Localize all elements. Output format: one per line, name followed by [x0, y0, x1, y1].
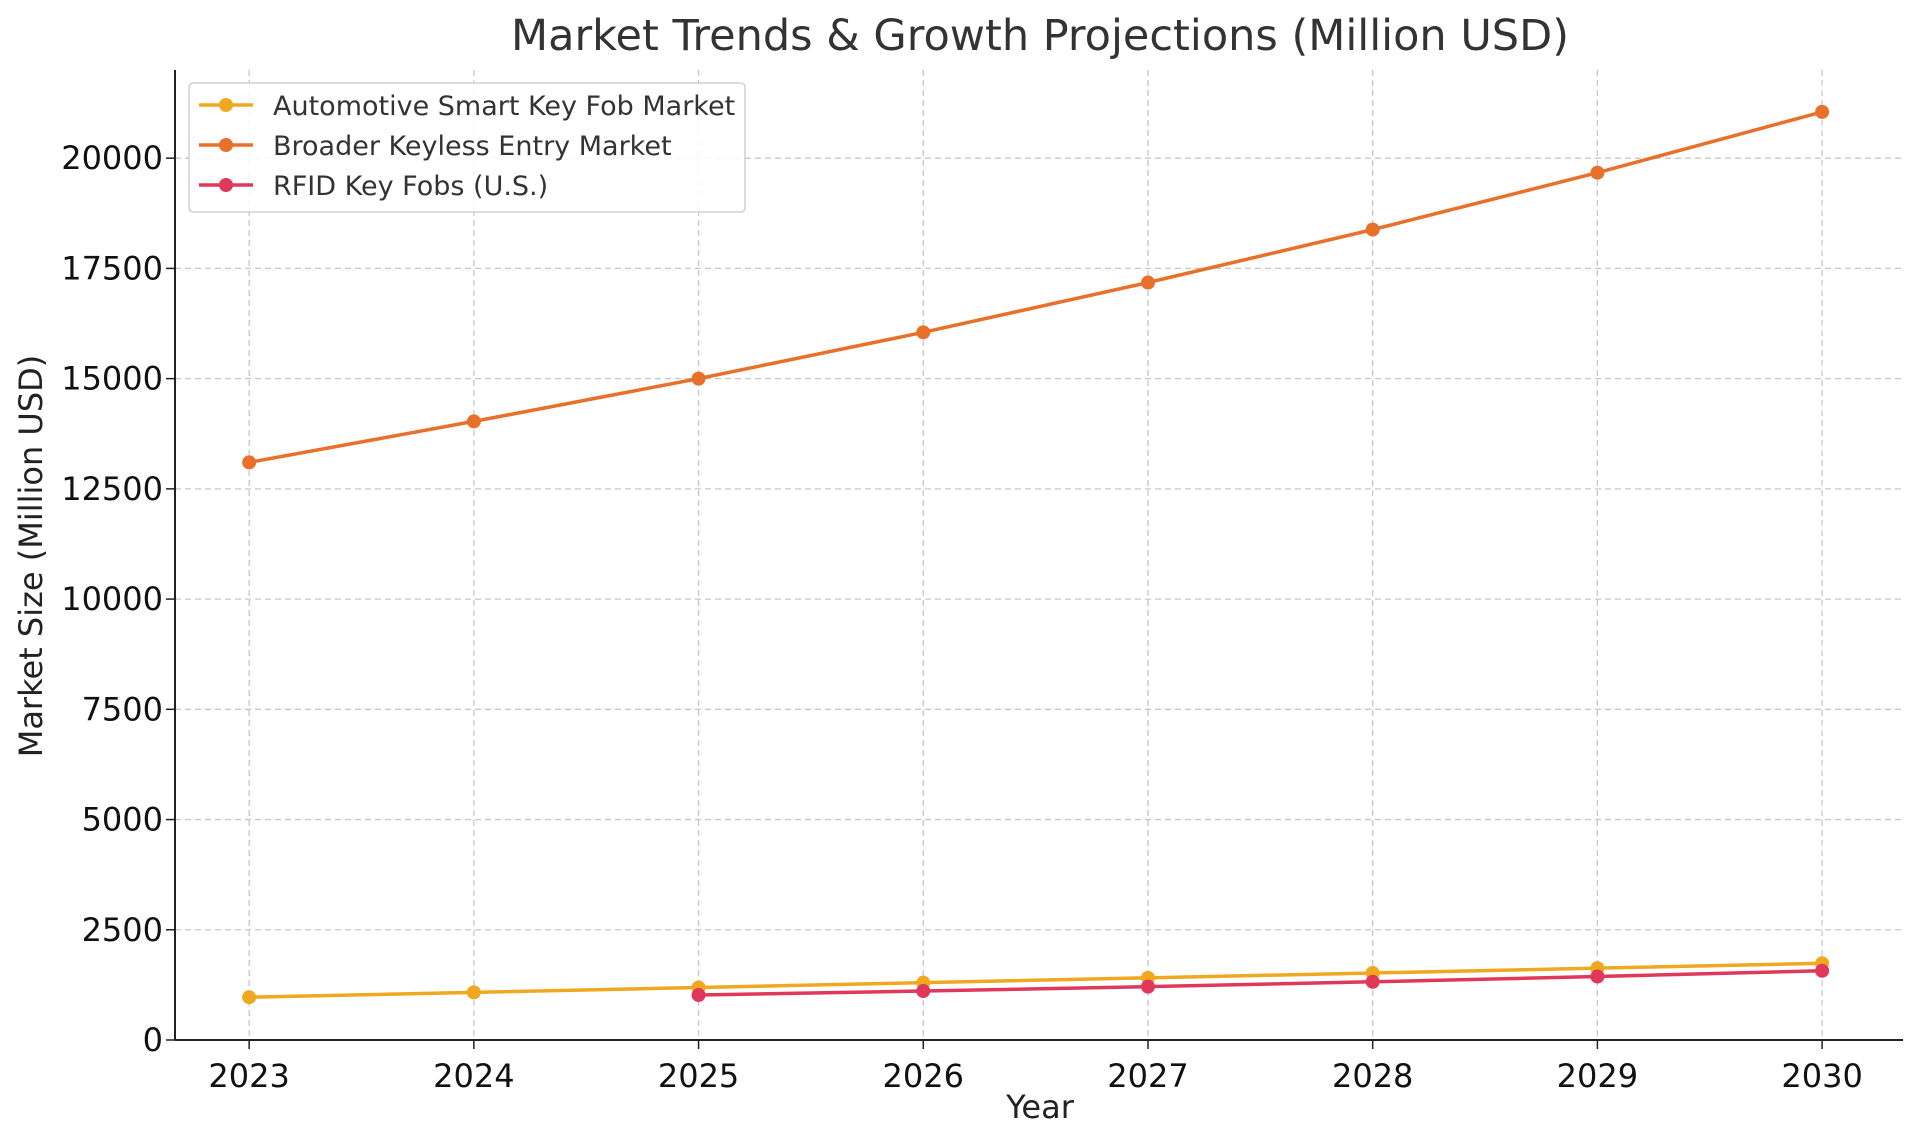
series-line	[698, 969, 1823, 997]
y-axis-label: Market Size (Million USD)	[12, 355, 50, 758]
series-line	[248, 110, 1823, 465]
data-point	[466, 985, 481, 1000]
data-point	[1140, 979, 1155, 994]
y-tick-label: 7500	[82, 690, 163, 728]
legend-label: Automotive Smart Key Fob Market	[273, 91, 735, 122]
x-tick-label: 2030	[1781, 1057, 1862, 1095]
legend-item: RFID Key Fobs (U.S.)	[199, 171, 548, 202]
data-point	[1815, 104, 1830, 119]
y-tick-label: 10000	[61, 580, 163, 618]
data-point	[1140, 275, 1155, 290]
grid-lines	[175, 70, 1903, 1040]
series-layer	[242, 104, 1830, 1005]
legend-swatch-marker	[219, 138, 233, 152]
data-point	[1815, 963, 1830, 978]
x-tick-label: 2026	[883, 1057, 964, 1095]
series-1	[242, 956, 1830, 1005]
legend-swatch-marker	[219, 98, 233, 112]
data-point	[1365, 222, 1380, 237]
legend-label: RFID Key Fobs (U.S.)	[273, 171, 548, 202]
x-axis-label: Year	[1005, 1088, 1075, 1126]
legend-item: Broader Keyless Entry Market	[199, 131, 672, 162]
data-point	[691, 371, 706, 386]
y-tick-label: 17500	[61, 249, 163, 287]
data-point	[916, 984, 931, 999]
x-tick-label: 2027	[1107, 1057, 1188, 1095]
data-point	[242, 455, 257, 470]
x-tick-label: 2025	[658, 1057, 739, 1095]
x-tick-label: 2023	[208, 1057, 289, 1095]
legend-box	[188, 82, 746, 213]
axes	[166, 70, 1903, 1049]
y-tick-label: 12500	[61, 470, 163, 508]
tick-labels: 2023 2024 2025 2026 2027 2028 2029 2030 0 2500 500…	[61, 139, 1863, 1095]
series-line	[249, 961, 1823, 999]
legend-label: Broader Keyless Entry Market	[273, 131, 672, 162]
series-3	[691, 963, 1830, 1003]
data-point	[691, 988, 706, 1003]
data-point	[916, 325, 931, 340]
y-tick-label: 0	[143, 1021, 163, 1059]
data-point	[1365, 974, 1380, 989]
legend: Automotive Smart Key Fob Market Broader K…	[188, 82, 746, 213]
legend-item: Automotive Smart Key Fob Market	[199, 91, 735, 122]
y-tick-label: 20000	[61, 139, 163, 177]
data-point	[1590, 165, 1605, 180]
series-2	[242, 104, 1830, 470]
y-tick-label: 2500	[82, 911, 163, 949]
y-tick-label: 5000	[82, 801, 163, 839]
data-point	[1590, 969, 1605, 984]
legend-swatch-marker	[219, 178, 233, 192]
chart-title: Market Trends & Growth Projections (Mill…	[511, 11, 1569, 61]
y-tick-label: 15000	[61, 360, 163, 398]
x-tick-label: 2029	[1557, 1057, 1638, 1095]
data-point	[466, 414, 481, 429]
x-tick-label: 2028	[1332, 1057, 1413, 1095]
data-point	[242, 990, 257, 1005]
x-tick-label: 2024	[433, 1057, 514, 1095]
